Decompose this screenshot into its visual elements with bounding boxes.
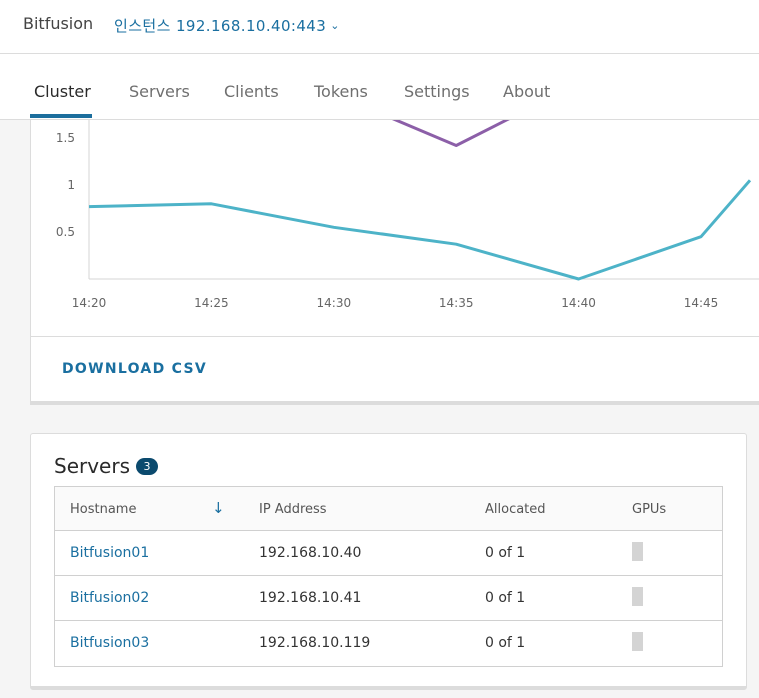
table-row: Bitfusion03 192.168.10.119 0 of 1 <box>55 621 722 666</box>
column-header-ip-address[interactable]: IP Address <box>259 502 327 517</box>
table-row: Bitfusion01 192.168.10.40 0 of 1 <box>55 531 722 576</box>
table-row: Bitfusion02 192.168.10.41 0 of 1 <box>55 576 722 621</box>
download-csv-button[interactable]: DOWNLOAD CSV <box>62 361 208 377</box>
tab-about[interactable]: About <box>503 82 551 101</box>
gpu-usage-bar <box>632 587 643 606</box>
arrow-down-icon[interactable]: ↓ <box>212 499 225 517</box>
x-tick-label: 14:25 <box>194 296 229 310</box>
tab-clients[interactable]: Clients <box>224 82 279 101</box>
app-brand: Bitfusion <box>23 14 94 33</box>
ip-address-cell: 192.168.10.40 <box>259 545 362 561</box>
hostname-link[interactable]: Bitfusion02 <box>70 590 150 606</box>
chevron-down-icon: ⌄ <box>330 19 340 32</box>
series-line <box>391 120 510 147</box>
x-tick-label: 14:20 <box>72 296 107 310</box>
gpu-usage-bar <box>632 542 643 561</box>
x-tick-label: 14:45 <box>684 296 719 310</box>
x-tick-label: 14:40 <box>561 296 596 310</box>
column-header-allocated[interactable]: Allocated <box>485 502 546 517</box>
instance-label: 인스턴스 192.168.10.40:443 <box>114 17 327 35</box>
top-bar: Bitfusion 인스턴스 192.168.10.40:443 ⌄ <box>0 0 759 54</box>
card-divider <box>31 336 759 337</box>
tab-bar: Cluster Servers Clients Tokens Settings … <box>0 55 759 120</box>
servers-title: Servers <box>54 454 131 478</box>
x-tick-label: 14:30 <box>317 296 352 310</box>
allocated-cell: 0 of 1 <box>485 545 526 561</box>
y-tick-label: 0.5 <box>56 225 75 239</box>
tab-servers[interactable]: Servers <box>129 82 190 101</box>
tab-tokens[interactable]: Tokens <box>314 82 368 101</box>
line-chart: 0.5 1 1.5 14:20 14:25 14:30 14:35 14:40 14:45 <box>56 120 759 310</box>
column-header-gpus[interactable]: GPUs <box>632 502 667 517</box>
allocated-cell: 0 of 1 <box>485 635 526 651</box>
servers-table: Hostname ↓ IP Address Allocated GPUs Bit… <box>54 486 723 667</box>
gpu-usage-bar <box>632 632 643 651</box>
ip-address-cell: 192.168.10.41 <box>259 590 362 606</box>
tab-settings[interactable]: Settings <box>404 82 470 101</box>
active-tab-indicator <box>30 114 92 118</box>
y-tick-label: 1 <box>67 178 75 192</box>
servers-card: Servers 3 Hostname ↓ IP Address Allocate… <box>30 433 747 690</box>
column-header-hostname[interactable]: Hostname <box>70 502 137 517</box>
hostname-link[interactable]: Bitfusion01 <box>70 545 150 561</box>
chart-card: 0.5 1 1.5 14:20 14:25 14:30 14:35 14:40 14:45 DO… <box>30 120 759 405</box>
hostname-link[interactable]: Bitfusion03 <box>70 635 150 651</box>
y-tick-label: 1.5 <box>56 131 75 145</box>
ip-address-cell: 192.168.10.119 <box>259 635 371 651</box>
table-header: Hostname ↓ IP Address Allocated GPUs <box>55 487 722 531</box>
instance-selector[interactable]: 인스턴스 192.168.10.40:443 ⌄ <box>114 15 340 36</box>
x-tick-label: 14:35 <box>439 296 474 310</box>
allocated-cell: 0 of 1 <box>485 590 526 606</box>
tab-cluster[interactable]: Cluster <box>34 82 91 101</box>
server-count-badge: 3 <box>136 458 158 475</box>
series-line <box>89 179 752 281</box>
